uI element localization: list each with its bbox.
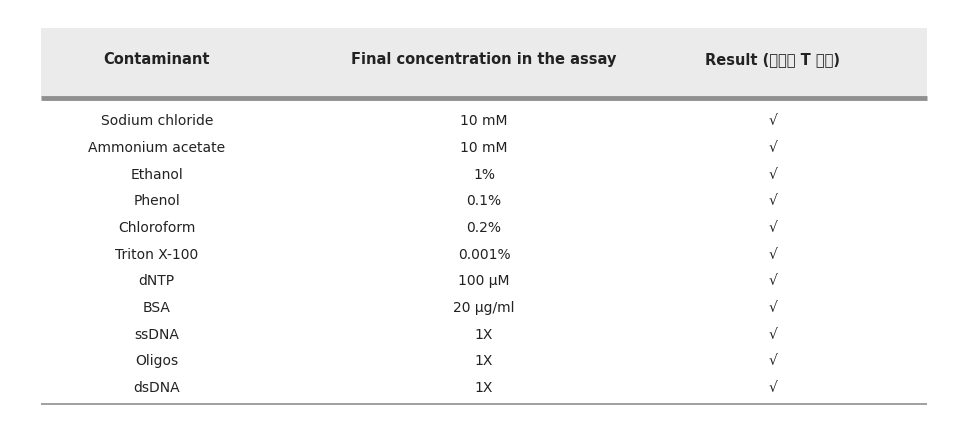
Text: ssDNA: ssDNA (135, 328, 179, 342)
Text: √: √ (769, 275, 777, 288)
Text: Contaminant: Contaminant (104, 52, 210, 67)
Text: dsDNA: dsDNA (134, 381, 180, 395)
Text: 1X: 1X (475, 328, 493, 342)
Text: √: √ (769, 381, 777, 395)
Text: 1X: 1X (475, 354, 493, 369)
Text: 0.001%: 0.001% (458, 248, 510, 262)
Text: Oligos: Oligos (136, 354, 178, 369)
Text: Final concentration in the assay: Final concentration in the assay (351, 52, 617, 67)
Text: √: √ (769, 141, 777, 155)
Text: √: √ (769, 194, 777, 208)
Text: 100 μM: 100 μM (458, 275, 510, 288)
Text: √: √ (769, 328, 777, 342)
Text: 0.1%: 0.1% (467, 194, 501, 208)
Text: Triton X-100: Triton X-100 (115, 248, 198, 262)
Text: √: √ (769, 301, 777, 315)
Text: 1X: 1X (475, 381, 493, 395)
Text: Phenol: Phenol (134, 194, 180, 208)
Text: 10 mM: 10 mM (460, 141, 508, 155)
Text: dNTP: dNTP (138, 275, 175, 288)
Text: Result (与竞品 T 相比): Result (与竞品 T 相比) (706, 52, 840, 67)
Text: √: √ (769, 115, 777, 128)
Text: √: √ (769, 248, 777, 262)
Text: Chloroform: Chloroform (118, 221, 196, 235)
Text: √: √ (769, 168, 777, 182)
Text: Sodium chloride: Sodium chloride (101, 115, 213, 128)
Text: 20 μg/ml: 20 μg/ml (453, 301, 515, 315)
Text: 0.2%: 0.2% (467, 221, 501, 235)
Text: Ethanol: Ethanol (131, 168, 183, 182)
Text: Ammonium acetate: Ammonium acetate (88, 141, 226, 155)
Text: 1%: 1% (473, 168, 495, 182)
Text: 10 mM: 10 mM (460, 115, 508, 128)
FancyBboxPatch shape (42, 28, 926, 98)
Text: √: √ (769, 221, 777, 235)
Text: √: √ (769, 354, 777, 369)
Text: BSA: BSA (143, 301, 170, 315)
